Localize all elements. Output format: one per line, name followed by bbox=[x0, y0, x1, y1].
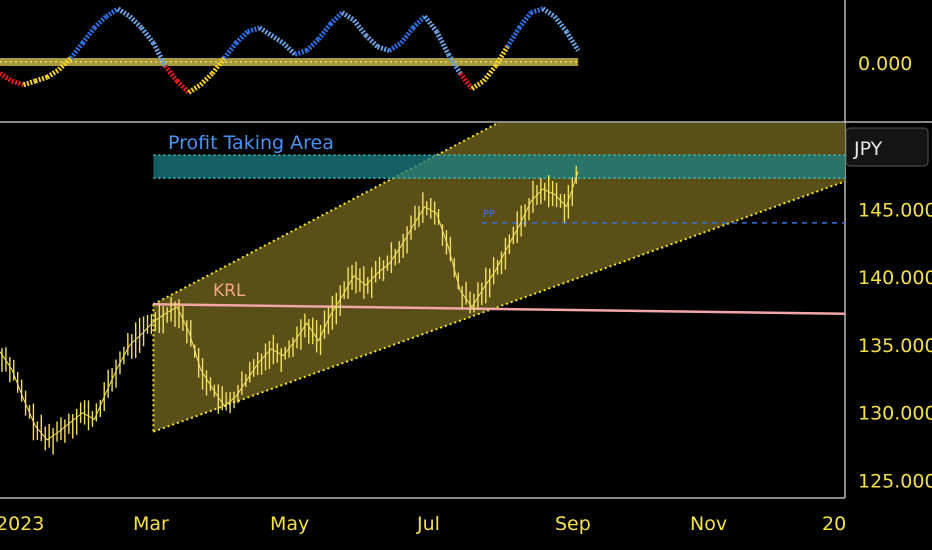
krl-line bbox=[153, 302, 845, 315]
oscillator-segment bbox=[116, 6, 132, 19]
oscillator-segment bbox=[45, 67, 61, 80]
oscillator-segment bbox=[541, 6, 556, 19]
trend-channel-upper bbox=[152, 123, 500, 306]
oscillator-segment bbox=[505, 26, 522, 49]
x-tick-label: 2023 bbox=[0, 513, 44, 535]
oscillator-segment bbox=[305, 37, 321, 53]
oscillator-segment bbox=[234, 29, 250, 45]
oscillator-segment bbox=[198, 71, 215, 87]
x-tick-label: May bbox=[270, 513, 309, 535]
y-tick-label: 130.000 bbox=[858, 403, 932, 425]
price-pane bbox=[152, 123, 845, 433]
trend-channel bbox=[153, 123, 845, 432]
x-tick-label: Mar bbox=[133, 513, 169, 535]
oscillator-segment bbox=[470, 78, 486, 91]
oscillator-segment bbox=[57, 56, 73, 72]
symbol-label: JPY bbox=[853, 138, 883, 160]
x-tick-label: Nov bbox=[690, 513, 727, 535]
oscillator-segment bbox=[493, 45, 510, 68]
y-axis: 125.000 130.000 135.000 140.000 145.000 bbox=[858, 199, 932, 492]
oscillator-segment bbox=[446, 53, 463, 75]
oscillator-segment bbox=[151, 41, 168, 67]
x-tick-label: 20 bbox=[822, 513, 846, 535]
oscillator-segment bbox=[92, 14, 108, 30]
oscillator-segment bbox=[128, 14, 144, 30]
pp-label: PP bbox=[483, 209, 495, 220]
x-axis: 2023 Mar May Jul Sep Nov 20 bbox=[0, 513, 846, 535]
x-tick-label: Sep bbox=[555, 513, 591, 535]
oscillator-segment bbox=[340, 10, 356, 23]
oscillator-segment bbox=[104, 6, 120, 19]
symbol-badge[interactable]: JPY bbox=[845, 127, 929, 167]
y-tick-label: 145.000 bbox=[858, 199, 932, 221]
y-tick-label: 135.000 bbox=[858, 335, 932, 357]
oscillator-segment bbox=[270, 33, 285, 46]
oscillator-segment bbox=[258, 25, 273, 38]
oscillator-segment bbox=[175, 79, 191, 95]
symbol-badge-box bbox=[845, 127, 929, 167]
oscillator-zero-label: 0.000 bbox=[858, 53, 912, 75]
price-series bbox=[0, 165, 579, 455]
oscillator-segment bbox=[281, 41, 297, 57]
oscillator-segment bbox=[411, 14, 427, 30]
oscillator-segment bbox=[328, 10, 344, 26]
oscillator-segment bbox=[0, 71, 14, 84]
oscillator-segment bbox=[187, 82, 202, 95]
profit-taking-zone bbox=[153, 155, 845, 179]
x-tick-label: Jul bbox=[416, 513, 440, 535]
profit-taking-label: Profit Taking Area bbox=[168, 132, 334, 154]
annotations: Profit Taking Area KRL PP bbox=[168, 132, 495, 301]
oscillator-segment bbox=[364, 33, 380, 49]
y-tick-label: 140.000 bbox=[858, 267, 932, 289]
oscillator-segment bbox=[388, 40, 403, 53]
oscillator-segment bbox=[564, 30, 581, 52]
y-tick-label: 125.000 bbox=[858, 470, 932, 492]
oscillator-pane bbox=[0, 6, 581, 95]
channel-group bbox=[152, 123, 845, 433]
oscillator-segment bbox=[434, 30, 451, 56]
price-line bbox=[0, 171, 579, 441]
krl-label: KRL bbox=[213, 281, 246, 301]
